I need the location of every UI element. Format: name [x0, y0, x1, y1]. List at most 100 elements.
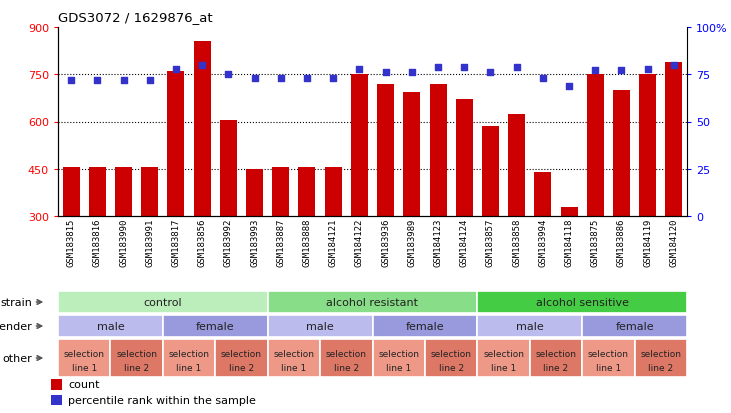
- Text: selection: selection: [378, 349, 419, 358]
- Text: alcohol resistant: alcohol resistant: [327, 297, 419, 307]
- Text: other: other: [3, 353, 33, 363]
- Bar: [215, 339, 268, 377]
- Point: [144, 77, 156, 84]
- Bar: [50, 395, 62, 405]
- Point: [118, 77, 129, 84]
- Point: [563, 83, 575, 90]
- Bar: [425, 339, 477, 377]
- Point: [406, 70, 417, 76]
- Text: percentile rank within the sample: percentile rank within the sample: [68, 395, 256, 405]
- Point: [91, 77, 103, 84]
- Text: gender: gender: [0, 321, 33, 331]
- Bar: [110, 339, 163, 377]
- Bar: [404, 93, 420, 216]
- Text: line 2: line 2: [334, 363, 359, 372]
- Bar: [477, 315, 582, 337]
- Text: line 1: line 1: [176, 363, 202, 372]
- Bar: [50, 380, 62, 389]
- Bar: [477, 339, 530, 377]
- Bar: [194, 42, 211, 216]
- Text: count: count: [68, 380, 100, 389]
- Text: selection: selection: [640, 349, 681, 358]
- Bar: [373, 339, 425, 377]
- Text: line 2: line 2: [229, 363, 254, 372]
- Bar: [351, 75, 368, 216]
- Bar: [268, 339, 320, 377]
- Text: male: male: [306, 321, 334, 331]
- Bar: [613, 91, 630, 216]
- Bar: [115, 168, 132, 216]
- Bar: [268, 315, 373, 337]
- Bar: [582, 339, 635, 377]
- Text: selection: selection: [326, 349, 367, 358]
- Text: line 1: line 1: [491, 363, 516, 372]
- Bar: [582, 315, 687, 337]
- Point: [616, 68, 627, 75]
- Bar: [167, 72, 184, 216]
- Text: selection: selection: [536, 349, 577, 358]
- Bar: [508, 114, 525, 216]
- Point: [432, 64, 444, 71]
- Text: line 1: line 1: [72, 363, 96, 372]
- Text: selection: selection: [221, 349, 262, 358]
- Text: control: control: [143, 297, 182, 307]
- Text: line 2: line 2: [543, 363, 569, 372]
- Bar: [58, 315, 163, 337]
- Text: line 2: line 2: [124, 363, 149, 372]
- Text: line 1: line 1: [596, 363, 621, 372]
- Text: selection: selection: [483, 349, 524, 358]
- Text: line 2: line 2: [648, 363, 673, 372]
- Bar: [88, 168, 106, 216]
- Text: female: female: [616, 321, 654, 331]
- Text: female: female: [406, 321, 444, 331]
- Point: [170, 66, 182, 73]
- Bar: [482, 127, 499, 216]
- Text: selection: selection: [588, 349, 629, 358]
- Point: [511, 64, 523, 71]
- Point: [589, 68, 601, 75]
- Bar: [530, 339, 582, 377]
- Point: [197, 62, 208, 69]
- Text: selection: selection: [169, 349, 210, 358]
- Text: GDS3072 / 1629876_at: GDS3072 / 1629876_at: [58, 11, 213, 24]
- Bar: [246, 169, 263, 216]
- Text: male: male: [96, 321, 124, 331]
- Bar: [320, 339, 373, 377]
- Bar: [63, 168, 80, 216]
- Point: [327, 76, 339, 82]
- Text: alcohol sensitive: alcohol sensitive: [536, 297, 629, 307]
- Bar: [477, 291, 687, 313]
- Text: selection: selection: [273, 349, 314, 358]
- Bar: [635, 339, 687, 377]
- Point: [485, 70, 496, 76]
- Bar: [220, 121, 237, 216]
- Bar: [534, 173, 551, 216]
- Bar: [561, 207, 577, 216]
- Bar: [141, 168, 158, 216]
- Text: line 2: line 2: [439, 363, 463, 372]
- Bar: [665, 62, 683, 216]
- Point: [537, 76, 549, 82]
- Point: [275, 76, 287, 82]
- Point: [354, 66, 366, 73]
- Bar: [268, 291, 477, 313]
- Bar: [639, 75, 656, 216]
- Point: [249, 76, 260, 82]
- Text: female: female: [196, 321, 235, 331]
- Point: [458, 64, 470, 71]
- Text: selection: selection: [431, 349, 471, 358]
- Bar: [587, 75, 604, 216]
- Bar: [58, 339, 110, 377]
- Point: [380, 70, 392, 76]
- Point: [668, 62, 680, 69]
- Bar: [58, 291, 268, 313]
- Bar: [455, 100, 473, 216]
- Text: strain: strain: [1, 297, 33, 307]
- Bar: [377, 85, 394, 216]
- Bar: [430, 85, 447, 216]
- Text: selection: selection: [64, 349, 105, 358]
- Bar: [272, 168, 289, 216]
- Bar: [298, 168, 316, 216]
- Bar: [325, 168, 341, 216]
- Bar: [163, 339, 215, 377]
